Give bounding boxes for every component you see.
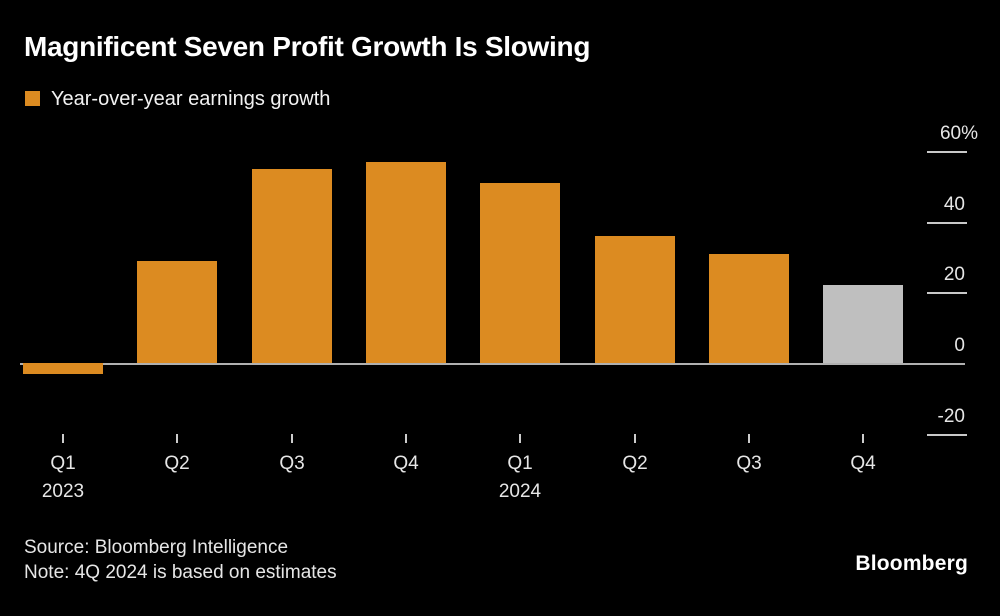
- x-label-q1-2024: Q1: [507, 453, 533, 474]
- bar-q4-2024: [823, 285, 903, 363]
- x-label-q1-2023: Q1: [50, 453, 76, 474]
- chart-title: Magnificent Seven Profit Growth Is Slowi…: [24, 31, 591, 62]
- y-tick-40: [927, 222, 967, 224]
- y-tick-label--20: -20: [937, 406, 965, 427]
- y-tick-label-0: 0: [954, 335, 965, 356]
- source-note: Source: Bloomberg Intelligence: [24, 537, 289, 558]
- bar-q2-2023: [137, 261, 217, 363]
- x-year-label-2023: 2023: [41, 481, 85, 502]
- y-tick-label-20: 20: [943, 264, 965, 285]
- x-label-q3-2023: Q3: [279, 453, 305, 474]
- bar-q1-2024: [480, 183, 560, 363]
- bar-q1-2023: [23, 363, 103, 374]
- x-label-q2-2024: Q2: [622, 453, 648, 474]
- y-tick--20: [927, 434, 967, 436]
- legend-label: Year-over-year earnings growth: [51, 88, 331, 110]
- x-tick-q1-2023: [62, 434, 64, 443]
- y-tick-60: [927, 151, 967, 153]
- x-label-q4-2023: Q4: [393, 453, 419, 474]
- x-tick-q2-2024: [634, 434, 636, 443]
- x-tick-q1-2024: [519, 434, 521, 443]
- x-label-q4-2024: Q4: [850, 453, 876, 474]
- bloomberg-logo: Bloomberg: [855, 552, 968, 575]
- bar-q2-2024: [595, 236, 675, 363]
- y-tick-label-60: 60%: [939, 123, 978, 144]
- x-label-q3-2024: Q3: [736, 453, 762, 474]
- zero-axis-line: [20, 363, 965, 365]
- x-label-q2-2023: Q2: [164, 453, 190, 474]
- estimate-note: Note: 4Q 2024 is based on estimates: [24, 562, 337, 583]
- x-year-label-2024: 2024: [498, 481, 542, 502]
- x-tick-q3-2023: [291, 434, 293, 443]
- x-tick-q4-2024: [862, 434, 864, 443]
- y-tick-20: [927, 292, 967, 294]
- legend-swatch-icon: [25, 91, 40, 106]
- x-tick-q2-2023: [176, 434, 178, 443]
- bar-q3-2024: [709, 254, 789, 363]
- bar-q3-2023: [252, 169, 332, 363]
- bar-q4-2023: [366, 162, 446, 363]
- x-tick-q4-2023: [405, 434, 407, 443]
- y-tick-label-40: 40: [943, 194, 965, 215]
- x-tick-q3-2024: [748, 434, 750, 443]
